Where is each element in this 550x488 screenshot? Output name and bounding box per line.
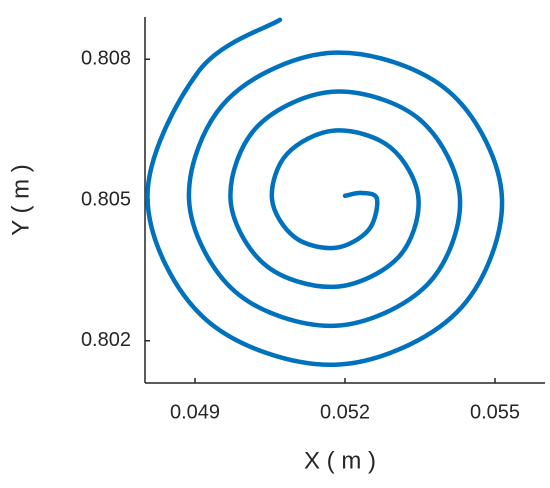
x-tick-label: 0.055 [470,401,520,423]
y-tick-label: 0.808 [81,48,131,70]
x-axis-label: X ( m ) [304,447,376,474]
y-axis-label: Y ( m ) [7,164,34,236]
y-tick-label: 0.805 [81,188,131,210]
x-tick-label: 0.049 [170,401,220,423]
y-tick-label: 0.802 [81,329,131,351]
spiral-line [145,17,505,367]
x-tick-label: 0.052 [320,401,370,423]
